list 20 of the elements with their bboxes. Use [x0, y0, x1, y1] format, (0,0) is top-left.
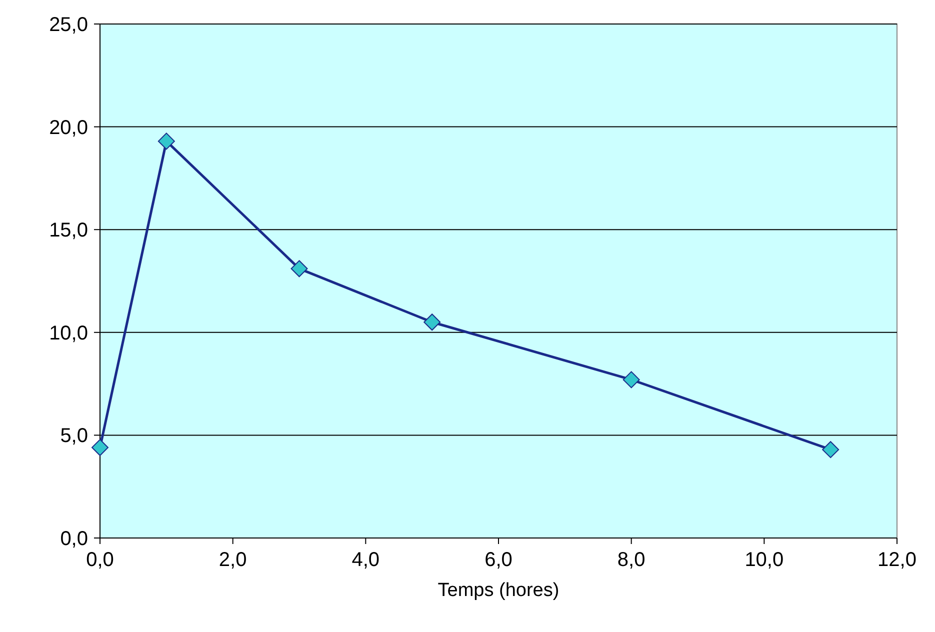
y-tick-label: 20,0: [49, 116, 88, 139]
point: [92, 439, 108, 456]
y-tick-label: 0,0: [60, 528, 88, 550]
point: [622, 371, 640, 388]
x-axis-title: Temps (hores): [438, 580, 560, 601]
x-tick-label: 8,0: [617, 549, 646, 571]
x-tick-label: 6,0: [484, 549, 512, 571]
y-tick-label: 5,0: [60, 425, 88, 448]
x-tick-label: 12,0: [878, 549, 916, 571]
y-tick-label: 10,0: [49, 322, 88, 344]
point: [424, 314, 441, 331]
x-tick-label: 0,0: [86, 549, 114, 571]
y-tick-label: 15,0: [49, 220, 88, 242]
x-tick-label: 10,0: [744, 549, 784, 571]
x-tick-label: 2,0: [218, 549, 247, 571]
point: [290, 260, 308, 278]
y-tick-label: 25,0: [49, 14, 88, 36]
x-tick-label: 4,0: [352, 549, 380, 571]
point: [158, 132, 175, 150]
point: [822, 441, 840, 458]
